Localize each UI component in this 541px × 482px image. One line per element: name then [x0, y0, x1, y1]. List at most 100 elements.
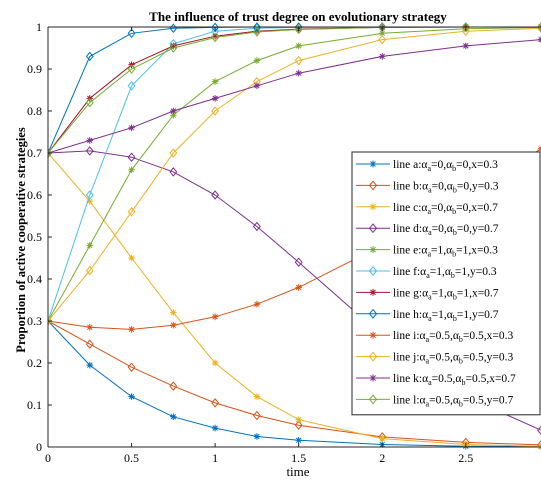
- data-point: [170, 309, 177, 316]
- legend-label: line j:αa=0.5,αb=0.5,y=0.3: [393, 352, 513, 366]
- data-point: [170, 42, 177, 50]
- data-point: [211, 32, 219, 40]
- data-point: [170, 111, 177, 119]
- data-point: [86, 361, 94, 369]
- legend-swatch-marker: [368, 308, 378, 319]
- data-point: [294, 257, 303, 267]
- data-point: [169, 148, 178, 158]
- data-point: [86, 324, 94, 331]
- data-point: [462, 42, 470, 50]
- x-tick-label: 2.5: [458, 451, 473, 465]
- y-tick-label: 0.6: [27, 188, 42, 202]
- legend-label: line i:αa=0.5,αb=0.5,x=0.3: [393, 330, 513, 344]
- legend-entry: line j:αa=0.5,αb=0.5,y=0.3: [356, 352, 513, 366]
- legend-swatch-marker: [369, 246, 377, 254]
- legend-swatch-marker: [368, 394, 378, 405]
- y-tick-label: 0.3: [27, 314, 42, 328]
- y-tick-label: 0.7: [27, 146, 42, 160]
- legend-label: line g:αa=1,αb=1,x=0.7: [393, 287, 499, 301]
- data-point: [128, 393, 135, 400]
- data-point: [128, 166, 135, 174]
- data-point: [86, 242, 94, 249]
- data-point: [86, 137, 94, 144]
- legend-swatch-marker: [369, 288, 377, 296]
- data-point: [294, 24, 303, 35]
- data-point: [253, 300, 261, 308]
- data-point: [253, 82, 261, 90]
- y-tick-label: 1: [36, 20, 42, 34]
- data-point: [211, 78, 219, 85]
- data-point: [211, 424, 219, 432]
- data-point: [295, 69, 302, 77]
- data-point: [295, 416, 302, 423]
- data-point: [211, 106, 220, 116]
- data-point: [378, 30, 386, 37]
- data-point: [85, 146, 94, 156]
- x-tick-label: 2: [379, 451, 385, 465]
- legend-label: line h:αa=1,αb=1,y=0.7: [393, 309, 499, 323]
- data-point: [128, 124, 135, 132]
- y-axis-label: Proportion of active cooperative strateg…: [14, 127, 28, 353]
- data-point: [48, 148, 52, 158]
- x-tick-label: 1.5: [291, 451, 306, 465]
- data-point: [461, 26, 470, 36]
- data-point: [252, 22, 261, 32]
- data-point: [253, 393, 261, 400]
- legend-label: line b:αa=0,αb=0,y=0.3: [393, 180, 499, 194]
- data-point: [252, 221, 261, 232]
- legend-entry: line d:αa=0,αb=0,y=0.7: [356, 223, 499, 237]
- legend-box: [351, 151, 541, 416]
- data-point: [170, 321, 177, 329]
- legend-swatch-marker: [369, 331, 377, 339]
- data-point: [86, 198, 94, 205]
- data-point: [128, 254, 135, 262]
- data-point: [211, 22, 220, 33]
- y-tick-label: 0.8: [27, 104, 42, 118]
- data-point: [127, 81, 136, 91]
- data-point: [537, 425, 541, 435]
- data-point: [211, 313, 219, 321]
- data-point: [537, 440, 541, 450]
- series-k: [48, 36, 541, 157]
- series-line: [48, 39, 541, 154]
- data-point: [85, 265, 94, 276]
- data-point: [170, 413, 177, 421]
- series-b: [48, 316, 541, 450]
- legend-swatch-marker: [368, 266, 378, 276]
- legend-entry: line a:αa=0,αb=0,x=0.3: [356, 159, 498, 173]
- y-tick-label: 0.5: [27, 230, 42, 244]
- x-tick-label: 1: [212, 451, 218, 465]
- data-point: [128, 326, 135, 333]
- legend: line a:αa=0,αb=0,x=0.3 line b:αa=0,αb=0,y…: [351, 151, 541, 416]
- legend-swatch-marker: [368, 351, 378, 362]
- data-point: [211, 95, 219, 102]
- y-tick-label: 0.2: [27, 356, 42, 370]
- legend-entry: line l:αa=0.5,αb=0.5,y=0.7: [356, 394, 513, 408]
- y-tick-label: 0.4: [27, 272, 42, 286]
- data-point: [378, 34, 387, 45]
- data-point: [169, 167, 178, 177]
- legend-entry: line e:αa=1,αb=1,x=0.3: [356, 245, 498, 259]
- series-c: [48, 149, 541, 450]
- legend-label: line a:αa=0,αb=0,x=0.3: [393, 159, 498, 173]
- data-point: [378, 22, 387, 33]
- legend-entry: line f:αa=1,αb=1,y=0.3: [356, 266, 497, 280]
- legend-entry: line i:αa=0.5,αb=0.5,x=0.3: [356, 330, 513, 344]
- data-point: [170, 107, 177, 115]
- data-point: [253, 433, 261, 440]
- legend-label: line c:αa=0,αb=0,x=0.7: [393, 202, 498, 216]
- y-tick-label: 0.1: [27, 398, 42, 412]
- x-axis-label: time: [286, 464, 309, 479]
- x-tick-label: 0.5: [124, 451, 139, 465]
- legend-label: line e:αa=1,αb=1,x=0.3: [393, 245, 498, 259]
- data-point: [537, 22, 541, 32]
- legend-swatch-marker: [368, 223, 378, 234]
- data-point: [169, 381, 178, 391]
- data-point: [127, 28, 136, 39]
- series-line: [48, 320, 541, 446]
- series-line: [48, 26, 541, 322]
- data-point: [127, 207, 136, 217]
- data-point: [295, 436, 302, 444]
- legend-swatch-marker: [369, 374, 377, 382]
